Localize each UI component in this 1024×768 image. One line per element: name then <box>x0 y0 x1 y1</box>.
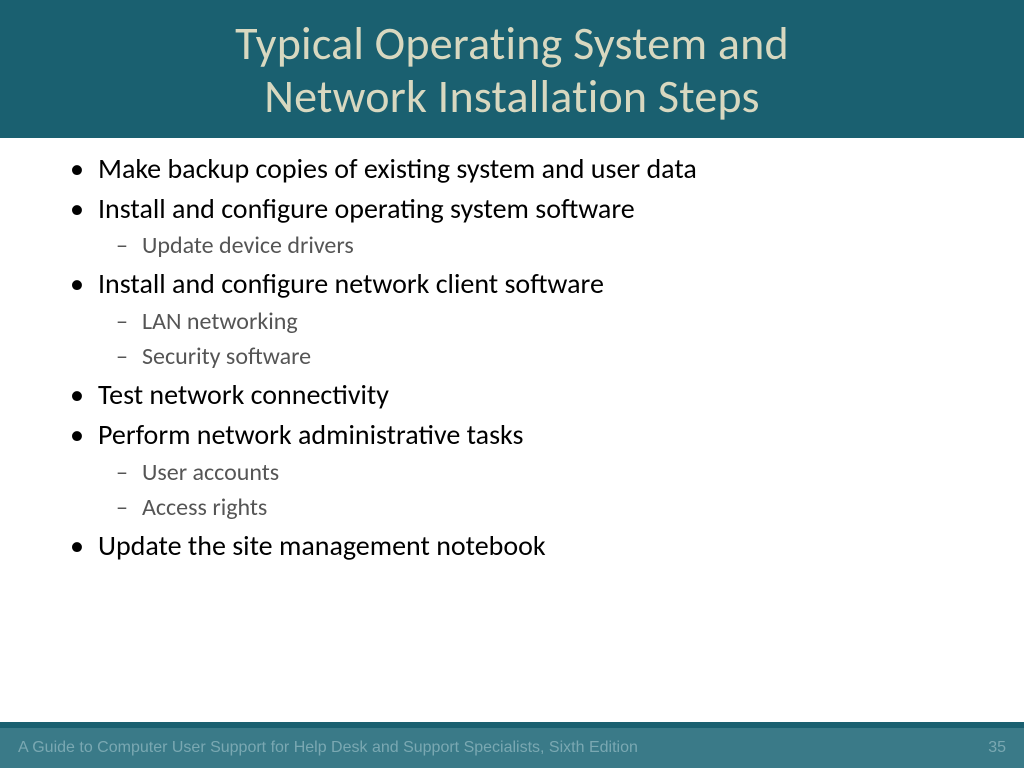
bullet-text: Test network connectivity <box>98 377 389 412</box>
sub-bullet-text: Update device drivers <box>142 231 354 260</box>
bullet-list: Make backup copies of existing system an… <box>40 150 984 565</box>
title-bar: Typical Operating System and Network Ins… <box>0 0 1024 138</box>
slide-footer: A Guide to Computer User Support for Hel… <box>0 728 1024 768</box>
bullet-text: Install and configure network client sof… <box>98 266 604 301</box>
sub-bullet-text: Access rights <box>142 493 267 522</box>
bullet-text: Update the site management notebook <box>98 528 546 563</box>
list-item: Make backup copies of existing system an… <box>40 150 984 188</box>
title-line-2: Network Installation Steps <box>264 69 760 125</box>
sub-list-item: Update device drivers <box>98 229 984 263</box>
list-item: Install and configure operating system s… <box>40 190 984 263</box>
sub-bullet-text: Security software <box>142 342 311 371</box>
sub-list-item: User accounts <box>98 456 984 490</box>
slide-title: Typical Operating System and Network Ins… <box>20 18 1004 124</box>
sub-list: User accounts Access rights <box>98 456 984 525</box>
sub-list-item: Access rights <box>98 491 984 525</box>
list-item: Test network connectivity <box>40 376 984 414</box>
bullet-text: Make backup copies of existing system an… <box>98 151 697 186</box>
slide: Typical Operating System and Network Ins… <box>0 0 1024 768</box>
footer-reference: A Guide to Computer User Support for Hel… <box>18 739 638 757</box>
title-line-1: Typical Operating System and <box>235 16 789 72</box>
list-item: Install and configure network client sof… <box>40 265 984 374</box>
sub-list: Update device drivers <box>98 229 984 263</box>
sub-list: LAN networking Security software <box>98 305 984 374</box>
sub-list-item: LAN networking <box>98 305 984 339</box>
bullet-text: Install and configure operating system s… <box>98 191 635 226</box>
sub-list-item: Security software <box>98 340 984 374</box>
sub-bullet-text: User accounts <box>142 458 279 487</box>
list-item: Update the site management notebook <box>40 527 984 565</box>
page-number: 35 <box>988 739 1006 757</box>
sub-bullet-text: LAN networking <box>142 307 298 336</box>
list-item: Perform network administrative tasks Use… <box>40 416 984 525</box>
bullet-text: Perform network administrative tasks <box>98 417 523 452</box>
slide-content: Make backup copies of existing system an… <box>0 138 1024 722</box>
